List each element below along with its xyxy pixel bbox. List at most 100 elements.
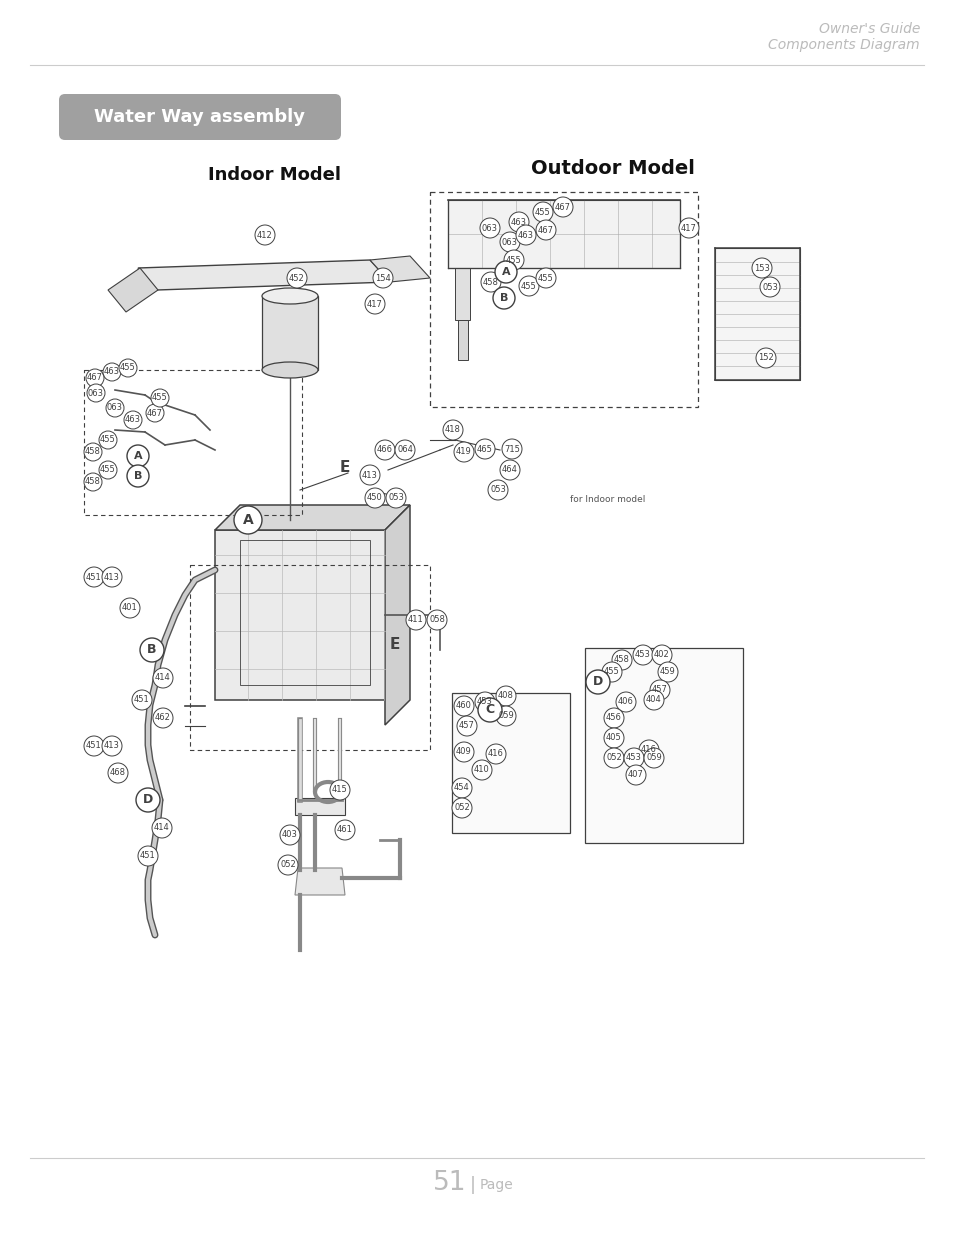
Text: 063: 063 [481, 224, 497, 232]
Circle shape [87, 384, 105, 403]
Text: 451: 451 [134, 695, 150, 704]
Circle shape [612, 650, 631, 671]
Text: 467: 467 [555, 203, 571, 211]
Text: 460: 460 [456, 701, 472, 710]
Text: 411: 411 [408, 615, 423, 625]
Text: 417: 417 [680, 224, 697, 232]
Circle shape [330, 781, 350, 800]
Text: 153: 153 [753, 263, 769, 273]
Text: 401: 401 [122, 604, 138, 613]
Circle shape [755, 348, 775, 368]
Text: 410: 410 [474, 766, 489, 774]
Ellipse shape [262, 362, 317, 378]
Text: 466: 466 [376, 446, 393, 454]
Circle shape [475, 692, 495, 713]
Circle shape [495, 261, 517, 283]
Polygon shape [455, 268, 470, 320]
Circle shape [485, 743, 505, 764]
Circle shape [373, 268, 393, 288]
Circle shape [501, 438, 521, 459]
Text: 414: 414 [154, 824, 170, 832]
Text: D: D [143, 794, 153, 806]
Text: 458: 458 [482, 278, 498, 287]
Circle shape [536, 268, 556, 288]
Text: 468: 468 [110, 768, 126, 778]
Circle shape [136, 788, 160, 811]
Text: 402: 402 [654, 651, 669, 659]
Bar [190, 564, 430, 750]
Text: 458: 458 [85, 478, 101, 487]
Text: 406: 406 [618, 698, 634, 706]
Circle shape [280, 825, 299, 845]
Text: 450: 450 [367, 494, 382, 503]
Bar [584, 648, 742, 844]
Circle shape [335, 820, 355, 840]
Text: 059: 059 [497, 711, 514, 720]
Text: 452: 452 [289, 273, 305, 283]
Circle shape [760, 277, 780, 296]
Text: 408: 408 [497, 692, 514, 700]
Text: 407: 407 [627, 771, 643, 779]
Circle shape [277, 855, 297, 876]
Text: for Indoor model: for Indoor model [569, 495, 644, 505]
Text: 456: 456 [605, 714, 621, 722]
Text: 453: 453 [635, 651, 650, 659]
Text: 465: 465 [476, 445, 493, 453]
Text: 418: 418 [445, 426, 460, 435]
Text: 453: 453 [476, 698, 493, 706]
Text: B: B [147, 643, 156, 657]
Circle shape [493, 287, 515, 309]
Polygon shape [714, 248, 800, 380]
Circle shape [477, 698, 501, 722]
Text: 455: 455 [120, 363, 135, 373]
Text: 404: 404 [645, 695, 661, 704]
Circle shape [86, 369, 104, 387]
Circle shape [585, 671, 609, 694]
Circle shape [679, 219, 699, 238]
Circle shape [127, 445, 149, 467]
Circle shape [84, 443, 102, 461]
Circle shape [472, 760, 492, 781]
Polygon shape [294, 868, 345, 895]
Text: E: E [390, 637, 399, 652]
Circle shape [625, 764, 645, 785]
Text: 463: 463 [517, 231, 534, 240]
Text: 052: 052 [605, 753, 621, 762]
Circle shape [633, 645, 652, 664]
Circle shape [138, 846, 158, 866]
Circle shape [140, 638, 164, 662]
Text: 457: 457 [652, 685, 667, 694]
Circle shape [127, 466, 149, 487]
Circle shape [119, 359, 137, 377]
Text: 413: 413 [104, 741, 120, 751]
Text: 455: 455 [520, 282, 537, 290]
Circle shape [359, 466, 379, 485]
Polygon shape [294, 798, 345, 815]
Text: Outdoor Model: Outdoor Model [531, 158, 694, 178]
Bar [430, 191, 698, 408]
Text: 058: 058 [429, 615, 444, 625]
Text: |: | [470, 1176, 476, 1194]
Circle shape [386, 488, 406, 508]
Text: 458: 458 [85, 447, 101, 457]
Text: 467: 467 [147, 409, 163, 417]
Circle shape [395, 440, 415, 459]
Text: A: A [242, 513, 253, 527]
Circle shape [536, 220, 556, 240]
Text: 152: 152 [758, 353, 773, 363]
Circle shape [152, 708, 172, 727]
Circle shape [375, 440, 395, 459]
Text: Water Way assembly: Water Way assembly [94, 107, 305, 126]
Text: 052: 052 [454, 804, 470, 813]
Text: 059: 059 [645, 753, 661, 762]
Text: 416: 416 [640, 746, 657, 755]
Circle shape [751, 258, 771, 278]
Circle shape [124, 411, 142, 429]
Text: 451: 451 [140, 851, 155, 861]
Text: 412: 412 [257, 231, 273, 240]
Circle shape [108, 763, 128, 783]
Text: 51: 51 [432, 1170, 465, 1195]
Circle shape [103, 363, 121, 382]
Text: B: B [133, 471, 142, 480]
Circle shape [603, 708, 623, 727]
